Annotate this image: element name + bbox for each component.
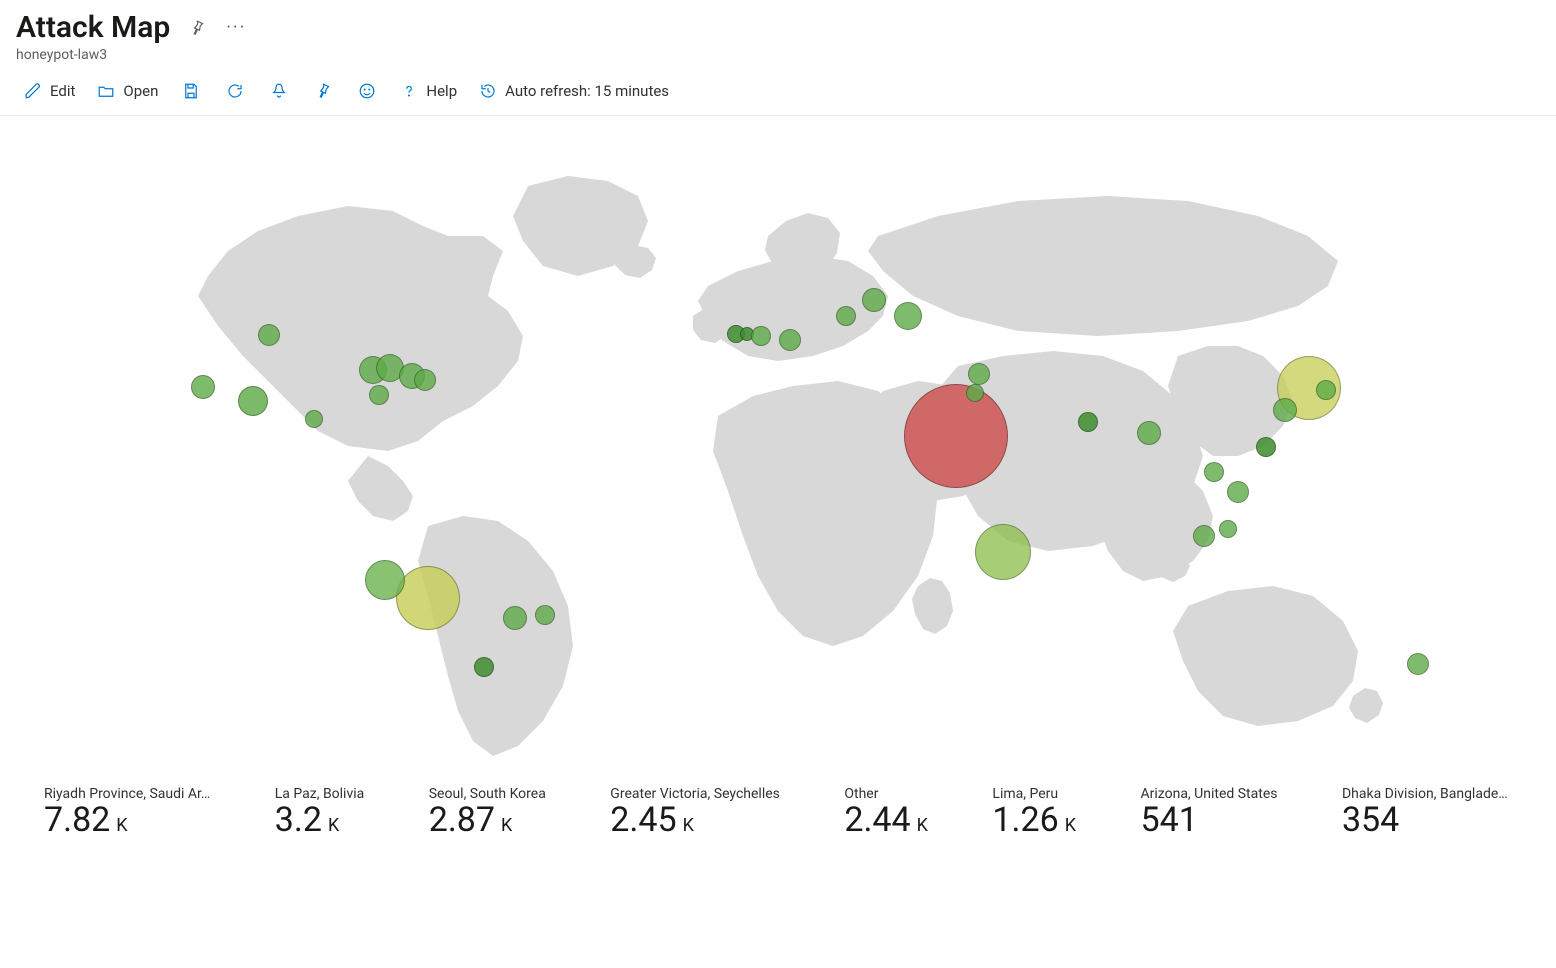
- open-button[interactable]: Open: [89, 78, 166, 104]
- legend-value: 541: [1140, 802, 1277, 839]
- legend: Riyadh Province, Saudi Ar…7.82KLa Paz, B…: [0, 776, 1556, 859]
- help-button[interactable]: Help: [392, 78, 465, 104]
- legend-number: 2.87: [429, 802, 495, 839]
- world-map-image: [0, 156, 1556, 776]
- open-label: Open: [123, 82, 158, 100]
- legend-item[interactable]: Arizona, United States541: [1140, 786, 1277, 839]
- legend-value: 3.2 K: [275, 802, 365, 839]
- legend-value: 7.82 K: [44, 802, 210, 839]
- page-title: Attack Map: [16, 10, 170, 45]
- title-actions: ···: [188, 17, 246, 38]
- legend-item[interactable]: Lima, Peru1.26K: [992, 786, 1076, 839]
- more-icon[interactable]: ···: [226, 17, 246, 38]
- autorefresh-button[interactable]: Auto refresh: 15 minutes: [471, 78, 677, 104]
- autorefresh-label: Auto refresh: 15 minutes: [505, 82, 669, 100]
- legend-suffix: K: [328, 815, 339, 836]
- pin-icon[interactable]: [188, 19, 206, 37]
- edit-label: Edit: [50, 82, 75, 100]
- legend-value: 2.87 K: [429, 802, 546, 839]
- legend-item[interactable]: Riyadh Province, Saudi Ar…7.82K: [44, 786, 210, 839]
- legend-value: 354: [1342, 802, 1512, 839]
- legend-number: 541: [1140, 802, 1197, 839]
- legend-suffix: K: [501, 815, 512, 836]
- feedback-button[interactable]: [348, 77, 386, 105]
- refresh-button[interactable]: [216, 77, 254, 105]
- legend-value: 2.44 K: [844, 802, 928, 839]
- help-label: Help: [426, 82, 457, 100]
- save-button[interactable]: [172, 77, 210, 105]
- header: Attack Map ··· honeypot-law3: [0, 0, 1556, 63]
- legend-value: 1.26 K: [992, 802, 1076, 839]
- legend-suffix: K: [116, 815, 127, 836]
- legend-suffix: K: [917, 815, 928, 836]
- legend-suffix: K: [683, 815, 694, 836]
- title-row: Attack Map ···: [16, 10, 1540, 45]
- notify-button[interactable]: [260, 77, 298, 105]
- legend-item[interactable]: La Paz, Bolivia3.2K: [275, 786, 365, 839]
- pin-button[interactable]: [304, 77, 342, 105]
- toolbar: Edit Open Help: [0, 63, 1556, 116]
- legend-number: 3.2: [275, 802, 322, 839]
- legend-value: 2.45 K: [610, 802, 780, 839]
- legend-number: 1.26: [992, 802, 1058, 839]
- subtitle: honeypot-law3: [16, 47, 1540, 63]
- legend-number: 2.44: [844, 802, 910, 839]
- legend-item[interactable]: Seoul, South Korea2.87K: [429, 786, 546, 839]
- legend-number: 7.82: [44, 802, 110, 839]
- legend-number: 2.45: [610, 802, 676, 839]
- legend-item[interactable]: Greater Victoria, Seychelles2.45K: [610, 786, 780, 839]
- legend-item[interactable]: Other2.44K: [844, 786, 928, 839]
- legend-suffix: K: [1065, 815, 1076, 836]
- legend-number: 354: [1342, 802, 1399, 839]
- attack-map[interactable]: [0, 156, 1556, 776]
- edit-button[interactable]: Edit: [16, 78, 83, 104]
- legend-item[interactable]: Dhaka Division, Bangladesh354: [1342, 786, 1512, 839]
